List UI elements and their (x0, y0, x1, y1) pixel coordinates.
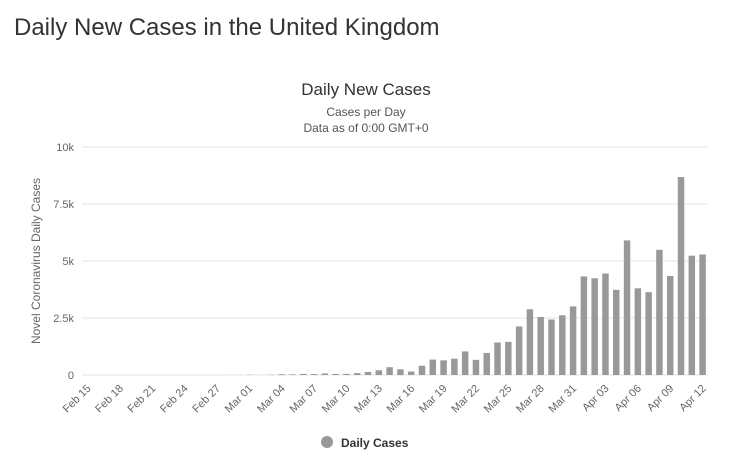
bar[interactable] (526, 309, 534, 375)
chart-subtitle: Cases per Day (326, 105, 405, 119)
bar[interactable] (677, 177, 685, 375)
bar[interactable] (656, 249, 663, 375)
bar[interactable] (688, 255, 696, 375)
bar[interactable] (300, 373, 307, 375)
y-tick-label: 7.5k (53, 199, 74, 211)
x-tick-label: Mar 22 (449, 383, 482, 416)
bar[interactable] (321, 373, 329, 375)
x-tick-label: Apr 03 (580, 383, 611, 414)
bar[interactable] (699, 254, 706, 375)
bar[interactable] (559, 315, 566, 375)
y-tick-label: 10k (56, 142, 74, 154)
x-tick-label: Mar 13 (352, 383, 385, 416)
y-tick-label: 5k (62, 256, 74, 268)
bar[interactable] (591, 278, 598, 375)
bar[interactable] (429, 359, 437, 375)
legend-label: Daily Cases (341, 436, 409, 450)
bar[interactable] (537, 316, 544, 375)
bar[interactable] (310, 374, 318, 375)
x-tick-label: Mar 19 (417, 383, 450, 416)
chart-subtitle-date: Data as of 0:00 GMT+0 (303, 121, 428, 135)
x-tick-label: Mar 25 (482, 383, 515, 416)
bar[interactable] (645, 292, 652, 375)
bar[interactable] (634, 288, 642, 375)
bar[interactable] (364, 371, 372, 375)
bar[interactable] (602, 273, 609, 375)
x-tick-label: Feb 18 (93, 383, 126, 416)
bar[interactable] (440, 360, 447, 375)
bar[interactable] (548, 319, 555, 375)
x-tick-label: Feb 24 (158, 383, 191, 416)
chart-title: Daily New Cases (301, 80, 430, 99)
x-tick-label: Apr 12 (677, 383, 708, 414)
bar[interactable] (494, 342, 501, 375)
bar[interactable] (580, 276, 588, 375)
bar[interactable] (278, 374, 285, 375)
page-heading: Daily New Cases in the United Kingdom (14, 14, 440, 41)
x-tick-label: Mar 10 (320, 383, 353, 416)
x-tick-label: Mar 04 (255, 383, 288, 416)
y-axis-ticks: 0 2.5k 5k 7.5k 10k (53, 142, 74, 382)
bar[interactable] (289, 374, 296, 375)
y-tick-label: 2.5k (53, 313, 74, 325)
x-tick-label: Mar 31 (547, 383, 580, 416)
x-tick-label: Mar 16 (385, 383, 418, 416)
bar[interactable] (332, 373, 339, 375)
x-tick-label: Feb 21 (126, 383, 159, 416)
x-tick-label: Feb 15 (61, 383, 94, 416)
y-axis-title: Novel Coronavirus Daily Cases (29, 178, 43, 344)
bar[interactable] (407, 371, 415, 375)
bar[interactable] (353, 373, 361, 375)
x-tick-label: Mar 28 (514, 383, 547, 416)
legend[interactable]: Daily Cases (321, 436, 409, 450)
bar[interactable] (397, 369, 404, 375)
bar[interactable] (418, 365, 426, 375)
x-tick-label: Mar 01 (223, 383, 256, 416)
bar[interactable] (375, 370, 383, 375)
x-tick-label: Feb 27 (190, 383, 223, 416)
bar[interactable] (483, 352, 490, 375)
bar[interactable] (623, 240, 631, 375)
bar[interactable] (451, 358, 458, 375)
bar[interactable] (569, 306, 577, 375)
x-axis-ticks: Feb 15 Feb 18 Feb 21 Feb 24 Feb 27 Mar 01 Mar … (61, 383, 709, 416)
bar[interactable] (386, 367, 393, 375)
bar[interactable] (666, 275, 674, 375)
x-tick-label: Mar 07 (287, 383, 320, 416)
bar[interactable] (613, 289, 620, 375)
bar[interactable] (343, 373, 350, 375)
bar[interactable] (515, 326, 523, 375)
bar[interactable] (472, 359, 480, 375)
legend-swatch (321, 436, 333, 448)
y-tick-label: 0 (68, 370, 74, 382)
x-tick-label: Apr 06 (613, 383, 644, 414)
bar[interactable] (461, 351, 469, 375)
x-tick-label: Apr 09 (645, 383, 676, 414)
bars (213, 177, 706, 375)
bar[interactable] (505, 341, 512, 375)
